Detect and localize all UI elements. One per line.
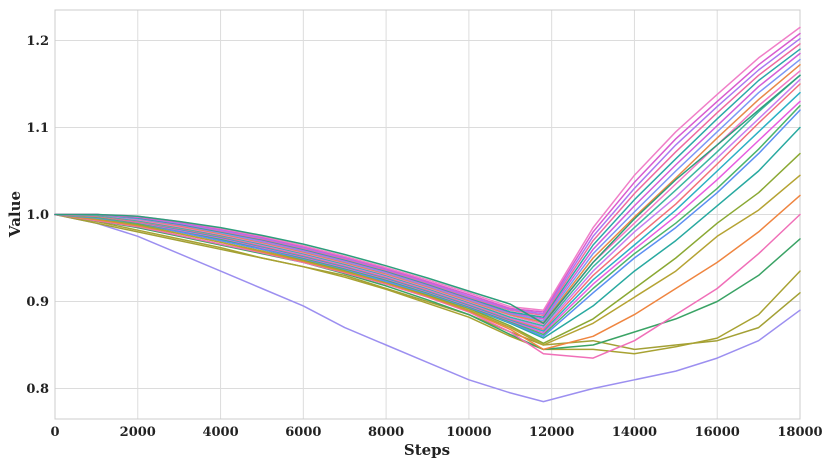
series-line-17 <box>54 70 801 325</box>
series-line-23 <box>54 37 801 315</box>
y-tick-label: 1.1 <box>26 121 49 136</box>
series-line-24 <box>54 32 801 313</box>
x-tick-label: 6000 <box>285 425 321 440</box>
x-tick-label: 8000 <box>368 425 404 440</box>
x-tick-label: 16000 <box>695 425 740 440</box>
x-tick-label: 18000 <box>777 425 822 440</box>
y-tick-label: 0.9 <box>26 295 49 310</box>
series-line-12 <box>54 100 801 334</box>
series-line-14 <box>54 83 801 331</box>
x-tick-label: 14000 <box>612 425 657 440</box>
x-tick-label: 4000 <box>202 425 238 440</box>
y-tick-label: 1.2 <box>26 34 49 49</box>
x-axis-title: Steps <box>404 441 450 459</box>
x-tick-label: 10000 <box>446 425 491 440</box>
series-line-13 <box>54 91 801 332</box>
series-line-5 <box>54 213 801 359</box>
y-axis-title: Value <box>6 191 24 238</box>
series-line-4 <box>54 213 801 351</box>
y-tick-label: 1.0 <box>26 208 49 223</box>
series-line-16 <box>54 74 801 327</box>
series-layer <box>54 26 801 403</box>
x-tick-labels: 0 2000 4000 6000 8000 10000 12000 14000 16000 180… <box>50 425 822 440</box>
grid-lines <box>54 10 801 419</box>
series-line-26 <box>54 74 801 325</box>
series-line-6 <box>54 194 801 351</box>
y-tick-label: 0.8 <box>26 382 49 397</box>
series-line-7 <box>54 174 801 346</box>
series-line-3 <box>54 213 801 355</box>
series-line-21 <box>54 48 801 318</box>
series-line-20 <box>54 52 801 320</box>
series-line-22 <box>54 43 801 317</box>
x-tick-label: 2000 <box>120 425 156 440</box>
series-line-18 <box>54 64 801 324</box>
series-line-2 <box>54 213 801 351</box>
y-tick-labels: 0.8 0.9 1.0 1.1 1.2 <box>26 34 49 397</box>
x-tick-label: 0 <box>50 425 59 440</box>
series-line-10 <box>54 109 801 338</box>
x-tick-label: 12000 <box>529 425 574 440</box>
series-line-1 <box>54 213 801 403</box>
